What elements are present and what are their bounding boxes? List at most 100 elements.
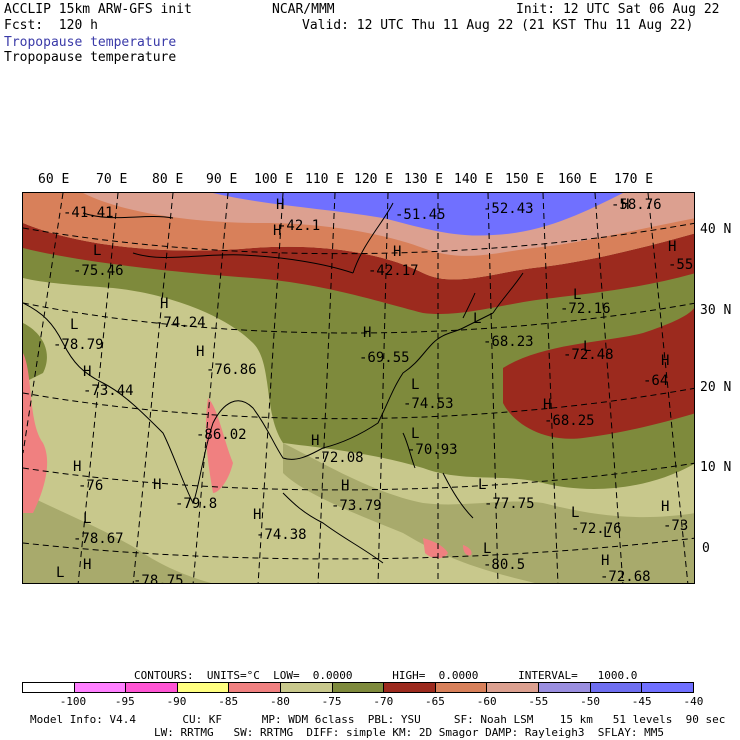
low-marker: L <box>478 477 486 493</box>
lon-label: 120 E <box>354 172 394 187</box>
colorbar-swatch <box>539 683 591 692</box>
colorbar-swatch <box>487 683 540 692</box>
lon-label: 60 E <box>38 172 70 187</box>
lon-label: 130 E <box>404 172 444 187</box>
high-marker: H <box>661 353 669 369</box>
high-marker: H <box>83 364 91 380</box>
map-value-label: -72.48 <box>563 347 614 363</box>
high-marker: H <box>393 244 401 260</box>
high-marker: H <box>276 197 284 213</box>
model-title: ACCLIP 15km ARW-GFS init <box>4 2 192 17</box>
high-marker: H <box>661 499 669 515</box>
map-value-label: -73.44 <box>83 383 134 399</box>
colorbar-label: -50 <box>580 695 600 708</box>
field-title: Tropopause temperature <box>4 50 177 65</box>
low-marker: L <box>70 317 78 333</box>
coastlines <box>23 202 524 564</box>
low-marker: L <box>583 339 591 355</box>
low-marker: L <box>411 377 419 393</box>
field-olive-west <box>23 323 47 383</box>
map-value-label: -78.79 <box>53 337 104 353</box>
colorbar-label: -70 <box>373 695 394 708</box>
low-marker: L <box>573 287 581 303</box>
colorbar-swatch <box>435 683 488 692</box>
lon-label: 160 E <box>558 172 598 187</box>
low-marker: L <box>56 565 64 581</box>
high-marker: H <box>543 397 551 413</box>
colorbar-swatch <box>642 683 693 692</box>
map-value-label: -70.93 <box>407 442 458 458</box>
lon-label: 70 E <box>96 172 128 187</box>
organization: NCAR/MMM <box>272 2 335 17</box>
colorbar-label: -55 <box>528 695 549 708</box>
valid-time: Valid: 12 UTC Thu 11 Aug 22 (21 KST Thu … <box>302 18 694 33</box>
low-marker: L <box>483 541 491 557</box>
map-value-label: -74.38 <box>256 527 307 543</box>
low-marker: L <box>83 511 91 527</box>
colorbar-label: -85 <box>218 695 239 708</box>
field-title-blue: Tropopause temperature <box>4 35 177 50</box>
low-marker: L <box>473 311 481 327</box>
field-olive-sw <box>23 493 212 583</box>
colorbar-label: -95 <box>114 695 135 708</box>
map-value-label: -69.55 <box>359 350 410 366</box>
map-value-label: -78.67 <box>73 531 124 547</box>
value-layer: -41.41 -42.1 -51.45 -52.43 -58.76 -75.46 -42.1… <box>53 197 693 584</box>
colorbar-label: -40 <box>683 695 704 708</box>
colorbar-label: -45 <box>631 695 652 708</box>
lon-label: 140 E <box>454 172 494 187</box>
colorbar-swatch <box>177 683 230 692</box>
high-marker: H <box>621 197 629 213</box>
lat-label: 0 <box>702 541 710 556</box>
map-value-label: -72.08 <box>313 450 364 466</box>
map-value-label: -76.86 <box>206 362 257 378</box>
model-info-line2: LW: RRTMG SW: RRTMG DIFF: simple KM: 2D … <box>154 726 664 739</box>
colorbar-label: -90 <box>166 695 187 708</box>
high-marker: H <box>273 223 281 239</box>
colorbar-label: -60 <box>476 695 497 708</box>
low-marker: L <box>603 525 611 541</box>
map-value-label: -72.16 <box>560 301 611 317</box>
field-pink-west <box>23 353 48 513</box>
map-value-label: -74.24 <box>155 315 206 331</box>
lat-label: 30 N <box>700 303 732 318</box>
colorbar-swatch <box>126 683 178 692</box>
lat-label: 20 N <box>700 380 732 395</box>
forecast-hour: Fcst: 120 h <box>4 18 98 33</box>
colorbar-swatch <box>281 683 333 692</box>
high-marker: H <box>311 433 319 449</box>
field-pink-ocean-2 <box>463 545 472 556</box>
map-value-label: -58.76 <box>611 197 662 213</box>
field-blue <box>213 193 623 236</box>
colorbar-swatch <box>229 683 282 692</box>
lon-label: 150 E <box>505 172 545 187</box>
colorbar <box>22 682 694 693</box>
field-pink-ocean <box>423 538 448 559</box>
high-marker: H <box>196 344 204 360</box>
colorbar-label: °C <box>739 695 740 708</box>
colorbar-label: -80 <box>269 695 290 708</box>
low-marker: L <box>571 505 579 521</box>
map-value-label: -78.75 <box>133 573 184 584</box>
high-marker: H <box>601 553 609 569</box>
lon-label: 90 E <box>206 172 238 187</box>
colorbar-swatch <box>590 683 643 692</box>
lon-label: 80 E <box>152 172 184 187</box>
map-value-label: -75.46 <box>73 263 124 279</box>
init-time: Init: 12 UTC Sat 06 Aug 22 <box>516 2 720 17</box>
map-value-label: -55 <box>668 257 693 273</box>
colorbar-swatch <box>74 683 127 692</box>
low-marker: L <box>411 426 419 442</box>
colorbar-label: -100 <box>59 695 87 708</box>
colorbar-label: -75 <box>321 695 342 708</box>
low-marker: L <box>93 243 101 259</box>
contours-info: CONTOURS: UNITS=°C LOW= 0.0000 HIGH= 0.0… <box>134 669 638 682</box>
map-value-label: -68.23 <box>483 334 534 350</box>
lon-label: 170 E <box>614 172 654 187</box>
map-value-label: -74.53 <box>403 396 454 412</box>
high-marker: H <box>73 459 81 475</box>
high-marker: H <box>341 478 349 494</box>
high-marker: H <box>83 557 91 573</box>
